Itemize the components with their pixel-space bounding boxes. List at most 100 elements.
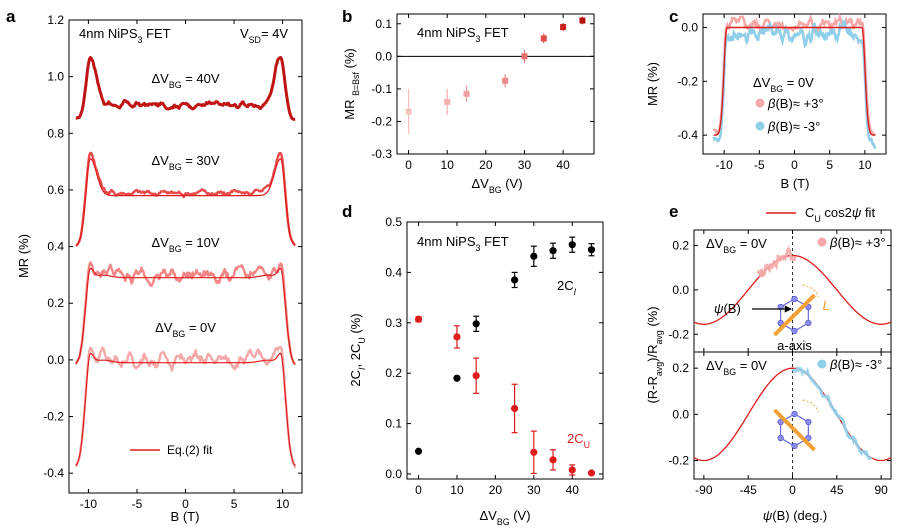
panel-b-point	[521, 53, 528, 60]
panel-d-ytick-label: 0.3	[385, 316, 402, 330]
panel-d-xtick-label: 40	[566, 483, 580, 497]
panel-c-xlabel: B (T)	[781, 176, 810, 191]
panel-c-series-minus3	[712, 17, 877, 150]
panel-b-ytick-label: 0.1	[375, 17, 392, 31]
panel-a-fit-1	[75, 158, 296, 247]
panel-d-point-2CU	[472, 372, 480, 380]
panel-b-ytick-label: -0.2	[371, 114, 392, 128]
panel-a-fit-3	[75, 352, 296, 466]
panel-d-point-2CU	[568, 466, 576, 474]
panel-a-ytick-label: 0.6	[47, 183, 64, 197]
panel-b-point	[405, 108, 412, 115]
panel-e-sub0-ytick-label: -0.2	[668, 327, 689, 341]
panel-d-ytick-label: 0.2	[385, 366, 402, 380]
panel-b-letter: b	[342, 7, 352, 26]
panel-c-ytick-label: -0.2	[677, 74, 698, 88]
panel-a-ytick-label: 1.2	[47, 13, 64, 27]
panel-b-point	[444, 98, 451, 105]
panel-d-point-2CI	[472, 320, 480, 328]
panel-b-point	[540, 35, 547, 42]
panel-b-xlabel: ΔVBG (V)	[471, 176, 522, 195]
panel-d-xtick-label: 0	[415, 483, 422, 497]
panel-d-point-2CI	[587, 246, 596, 254]
panel-b-xtick-label: 0	[405, 158, 412, 172]
panel-e-sub0-ytick-label: 0.0	[672, 283, 689, 297]
panel-d-xtick-label: 30	[527, 483, 541, 497]
panel-a-ytick-label: 0.4	[47, 240, 64, 254]
panel-e-lattice-atom	[791, 295, 798, 303]
panel-e-rotation-arc	[802, 284, 819, 298]
panel-d-point-2CU	[453, 333, 461, 341]
panel-a-series-label: ΔVBG = 10V	[151, 235, 219, 254]
panel-a-xtick-label: 10	[276, 497, 290, 511]
panel-d-point-2CU	[530, 448, 538, 456]
panel-b-ytick-label: 0.0	[375, 49, 392, 63]
panel-e-lattice-atom	[791, 327, 798, 335]
panel-d-ytick-label: 0.1	[385, 417, 402, 431]
panel-c: -10 -5 0 5 10 -0.4 -0.2 0.0c ΔVBG = 0V β(B)≈ +3° β…	[645, 7, 887, 191]
panel-a-vsd: VSD= 4V	[240, 26, 288, 45]
panel-e-legend-label: β(B)≈ -3°	[829, 357, 882, 372]
panel-b-ytick-label: -0.3	[371, 147, 392, 161]
panel-b-title: 4nm NiPS3 FET	[417, 25, 509, 44]
panel-c-letter: c	[669, 7, 678, 26]
panel-c-xtick-label: -10	[715, 158, 733, 172]
panel-e-lattice-atom	[777, 319, 784, 327]
panel-a-ytick-label: -0.2	[43, 410, 64, 424]
panel-a-xtick-label: -5	[132, 497, 143, 511]
panel-b-frame	[396, 13, 595, 155]
panel-a-ytick-label: 1.0	[47, 70, 64, 84]
panel-e-legend-marker	[817, 359, 827, 369]
panel-e-lattice-atom	[805, 319, 812, 327]
panel-d-xlabel: ΔVBG (V)	[479, 508, 530, 527]
panel-b-xtick-label: 40	[556, 158, 570, 172]
panel-c-xtick-label: 10	[858, 158, 872, 172]
panel-e-data	[791, 365, 873, 461]
panel-e-sub1-xtick-label: -45	[740, 483, 758, 497]
panel-a-frame	[68, 19, 303, 494]
panel-b: 0 10 20 30 40 -0.3 -0.2 -0.1 0.0 0.1 b 4nm NiPS3 FE…	[342, 7, 595, 195]
panel-e-lattice-atom	[805, 434, 812, 442]
panel-a-letter: a	[6, 7, 16, 26]
panel-e-annotation: ΔVBG = 0V	[706, 358, 767, 377]
panel-a-fit-2	[75, 267, 296, 365]
panel-b-ytick-label: -0.1	[371, 82, 392, 96]
panel-d-letter: d	[342, 202, 352, 221]
panel-d-point-2CU	[549, 456, 557, 464]
panel-e-fit	[693, 254, 892, 325]
panel-d-point-2CI	[511, 276, 519, 284]
panel-e-sub1-xtick-label: -90	[695, 483, 713, 497]
panel-e-ylabel: (R-Ravg)/Ravg (%)	[645, 306, 664, 403]
panel-e: -0.2 0.0 0.2 ΔVBG = 0V β(B)≈ +3° ψ(B) La-axis -…	[645, 202, 892, 523]
panel-c-xtick-label: 5	[826, 158, 833, 172]
panel-b-point	[463, 90, 470, 97]
panel-a-xtick-label: -10	[80, 497, 98, 511]
panel-b-xtick-label: 10	[441, 158, 455, 172]
panel-e-sub1-xtick-label: 45	[830, 483, 844, 497]
panel-e-psi-label: ψ(B)	[714, 301, 741, 316]
panel-e-legend-label: β(B)≈ +3°	[829, 235, 886, 250]
panel-e-lattice-atom	[805, 418, 812, 426]
panel-b-xtick-label: 30	[518, 158, 532, 172]
panel-c-ytick-label: 0.0	[681, 20, 698, 34]
panel-a-ytick-label: 0.0	[47, 353, 64, 367]
panel-a-legend-label: Eq.(2) fit	[167, 443, 213, 457]
panel-a-xtick-label: 0	[182, 497, 189, 511]
panel-e-xlabel: ψ(B) (deg.)	[763, 508, 827, 523]
panel-d-label-2CU: 2CU	[567, 431, 590, 450]
panel-d-xtick-label: 10	[450, 483, 464, 497]
panel-d-frame	[406, 221, 604, 480]
panel-e-lattice-atom	[777, 434, 784, 442]
panel-d-point-2CU	[414, 315, 423, 323]
panel-d-point-2CI	[414, 447, 423, 455]
panel-a-xlabel: B (T)	[171, 509, 200, 524]
panel-a-ytick-label: -0.4	[43, 466, 64, 480]
panel-e-current-arrow	[773, 408, 816, 452]
panel-e-rotation-arc	[802, 399, 819, 413]
panel-d-point-2CI	[530, 252, 538, 260]
panel-b-xtick-label: 20	[479, 158, 493, 172]
panel-a-xtick-label: 5	[231, 497, 238, 511]
panel-b-point	[560, 24, 567, 31]
panel-e-sub0-ytick-label: 0.2	[672, 239, 689, 253]
